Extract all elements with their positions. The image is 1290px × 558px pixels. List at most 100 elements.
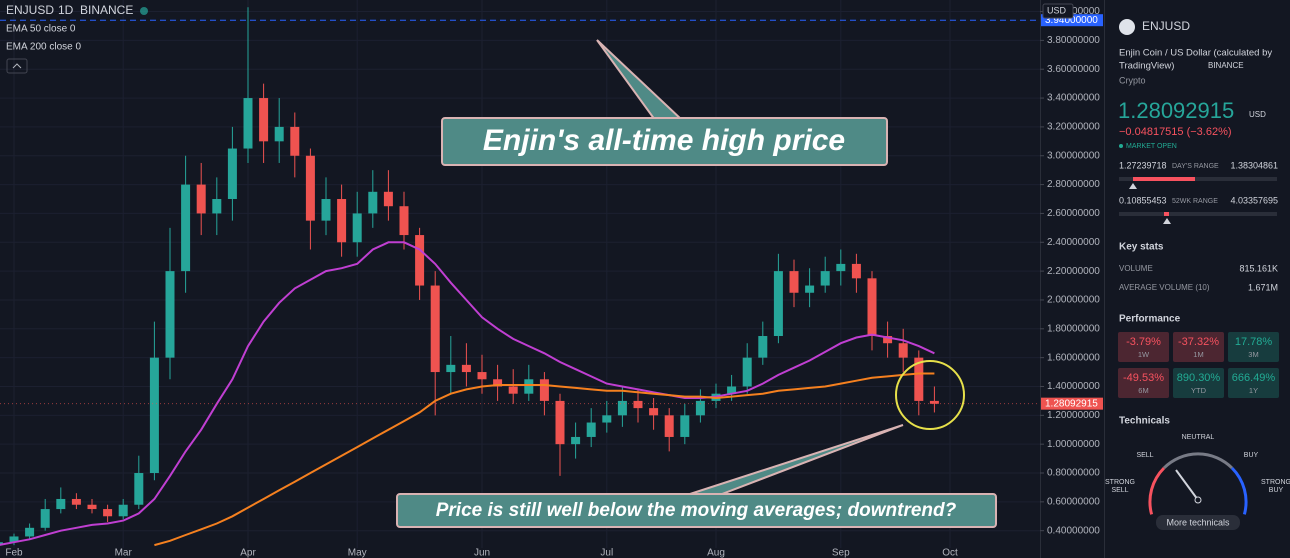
- range-fill: [1133, 177, 1195, 181]
- perf-value: -3.79%: [1126, 336, 1161, 348]
- candle-body: [134, 473, 144, 505]
- gauge-label: SELL: [1136, 452, 1153, 459]
- range-label: DAY'S RANGE: [1172, 163, 1219, 170]
- range-track: [1119, 212, 1277, 216]
- ema-line: [154, 372, 935, 547]
- candle-body: [165, 271, 175, 358]
- candle-body: [149, 357, 159, 474]
- exchange: BINANCE: [1208, 61, 1244, 70]
- category: Crypto: [1119, 75, 1146, 85]
- plot: [0, 0, 1044, 548]
- section-title: Key stats: [1119, 242, 1164, 253]
- annotation-box: [441, 117, 888, 166]
- y-tick-label: 3.00000000: [1047, 150, 1100, 161]
- perf-period: 3M: [1248, 350, 1258, 359]
- gauge-label: STRONG: [1261, 479, 1290, 486]
- y-tick-label: 2.40000000: [1047, 237, 1100, 248]
- perf-period: 1W: [1138, 350, 1150, 359]
- x-tick-label: Oct: [942, 548, 958, 558]
- candle-body: [851, 263, 861, 279]
- stat-value: 1.671M: [1248, 282, 1278, 292]
- candle-body: [820, 271, 830, 286]
- indicator[interactable]: EMA 200 close 0: [6, 42, 81, 53]
- stat-value: 815.161K: [1239, 263, 1278, 273]
- y-tick-label: 2.60000000: [1047, 208, 1100, 219]
- perf-value: 890.30%: [1177, 372, 1221, 384]
- x-tick-label: Jun: [474, 548, 490, 558]
- candle-body: [103, 509, 113, 517]
- range-label: 52WK RANGE: [1172, 198, 1218, 205]
- gauge-label: BUY: [1269, 487, 1284, 494]
- candle-body: [539, 379, 549, 401]
- candle-body: [181, 184, 191, 272]
- annotation: Enjin's all-time high price: [483, 124, 845, 157]
- live-dot: [140, 7, 148, 15]
- candle-body: [695, 400, 705, 416]
- candle-body: [727, 386, 737, 394]
- candle-body: [9, 536, 19, 543]
- candle-body: [617, 400, 627, 416]
- range-low: 1.27239718: [1119, 160, 1167, 170]
- candle-body: [586, 422, 596, 437]
- collapse-button[interactable]: [6, 58, 28, 74]
- currency-button[interactable]: [1042, 3, 1074, 19]
- price: 1.28092915: [1118, 98, 1234, 123]
- candle-body: [836, 263, 846, 272]
- sidebar-symbol: ENJUSD: [1142, 19, 1190, 33]
- candle-body: [259, 98, 269, 142]
- candle-body: [71, 498, 81, 505]
- chart-bg: [0, 0, 1104, 558]
- gauge-neutral: [1162, 452, 1234, 470]
- y-tick-label: 3.60000000: [1047, 64, 1100, 75]
- sidebar-bg: [1104, 0, 1290, 558]
- indicator[interactable]: EMA 50 close 0: [6, 24, 76, 35]
- candle-body: [664, 415, 674, 437]
- candle-body: [555, 400, 565, 445]
- candle-body: [56, 498, 66, 510]
- perf-period: 1M: [1193, 350, 1203, 359]
- candle-body: [446, 364, 456, 373]
- x-tick-label: Apr: [240, 548, 256, 558]
- candle-body: [929, 400, 939, 404]
- section-title: Technicals: [1119, 416, 1170, 427]
- candle-body: [415, 235, 425, 286]
- candle-body: [87, 504, 97, 510]
- candle-body: [383, 191, 393, 207]
- x-tick-label: Sep: [832, 548, 850, 558]
- candle-body: [430, 285, 440, 373]
- perf-box: [1118, 332, 1169, 362]
- gauge-label: NEUTRAL: [1182, 434, 1215, 441]
- candle-body: [25, 527, 35, 537]
- interval: 1D: [58, 3, 74, 17]
- last-price-tag: [1041, 397, 1103, 410]
- perf-value: 17.78%: [1235, 336, 1273, 348]
- more-button[interactable]: [1156, 515, 1240, 530]
- candle-body: [352, 213, 362, 243]
- candle-body: [914, 357, 924, 401]
- candle-body: [305, 155, 315, 221]
- candle-body: [633, 400, 643, 409]
- perf-period: YTD: [1191, 386, 1207, 395]
- y-tick-label: 4.00000000: [1047, 6, 1100, 17]
- candle-body: [118, 504, 128, 517]
- candle-body: [40, 509, 50, 528]
- gauge-buy: [1230, 466, 1248, 515]
- candle-body: [337, 199, 347, 243]
- candle-body: [805, 285, 815, 293]
- perf-box: [1173, 332, 1224, 362]
- price-line-tag: [1041, 14, 1103, 27]
- y-tick-label: 3.40000000: [1047, 93, 1100, 104]
- status-dot: [1119, 144, 1123, 148]
- y-tick-label: 1.20000000: [1047, 410, 1100, 421]
- exchange: BINANCE: [80, 3, 133, 17]
- x-tick-label: Jul: [600, 548, 613, 558]
- candle-body: [508, 386, 518, 394]
- candle-body: [399, 206, 409, 236]
- y-tick-label: 2.80000000: [1047, 179, 1100, 190]
- stat-label: VOLUME: [1119, 264, 1153, 273]
- more-button-label[interactable]: More technicals: [1166, 517, 1230, 527]
- y-tick-label: 0.60000000: [1047, 496, 1100, 507]
- y-tick-label: 1.60000000: [1047, 352, 1100, 363]
- currency[interactable]: USD: [1047, 5, 1067, 15]
